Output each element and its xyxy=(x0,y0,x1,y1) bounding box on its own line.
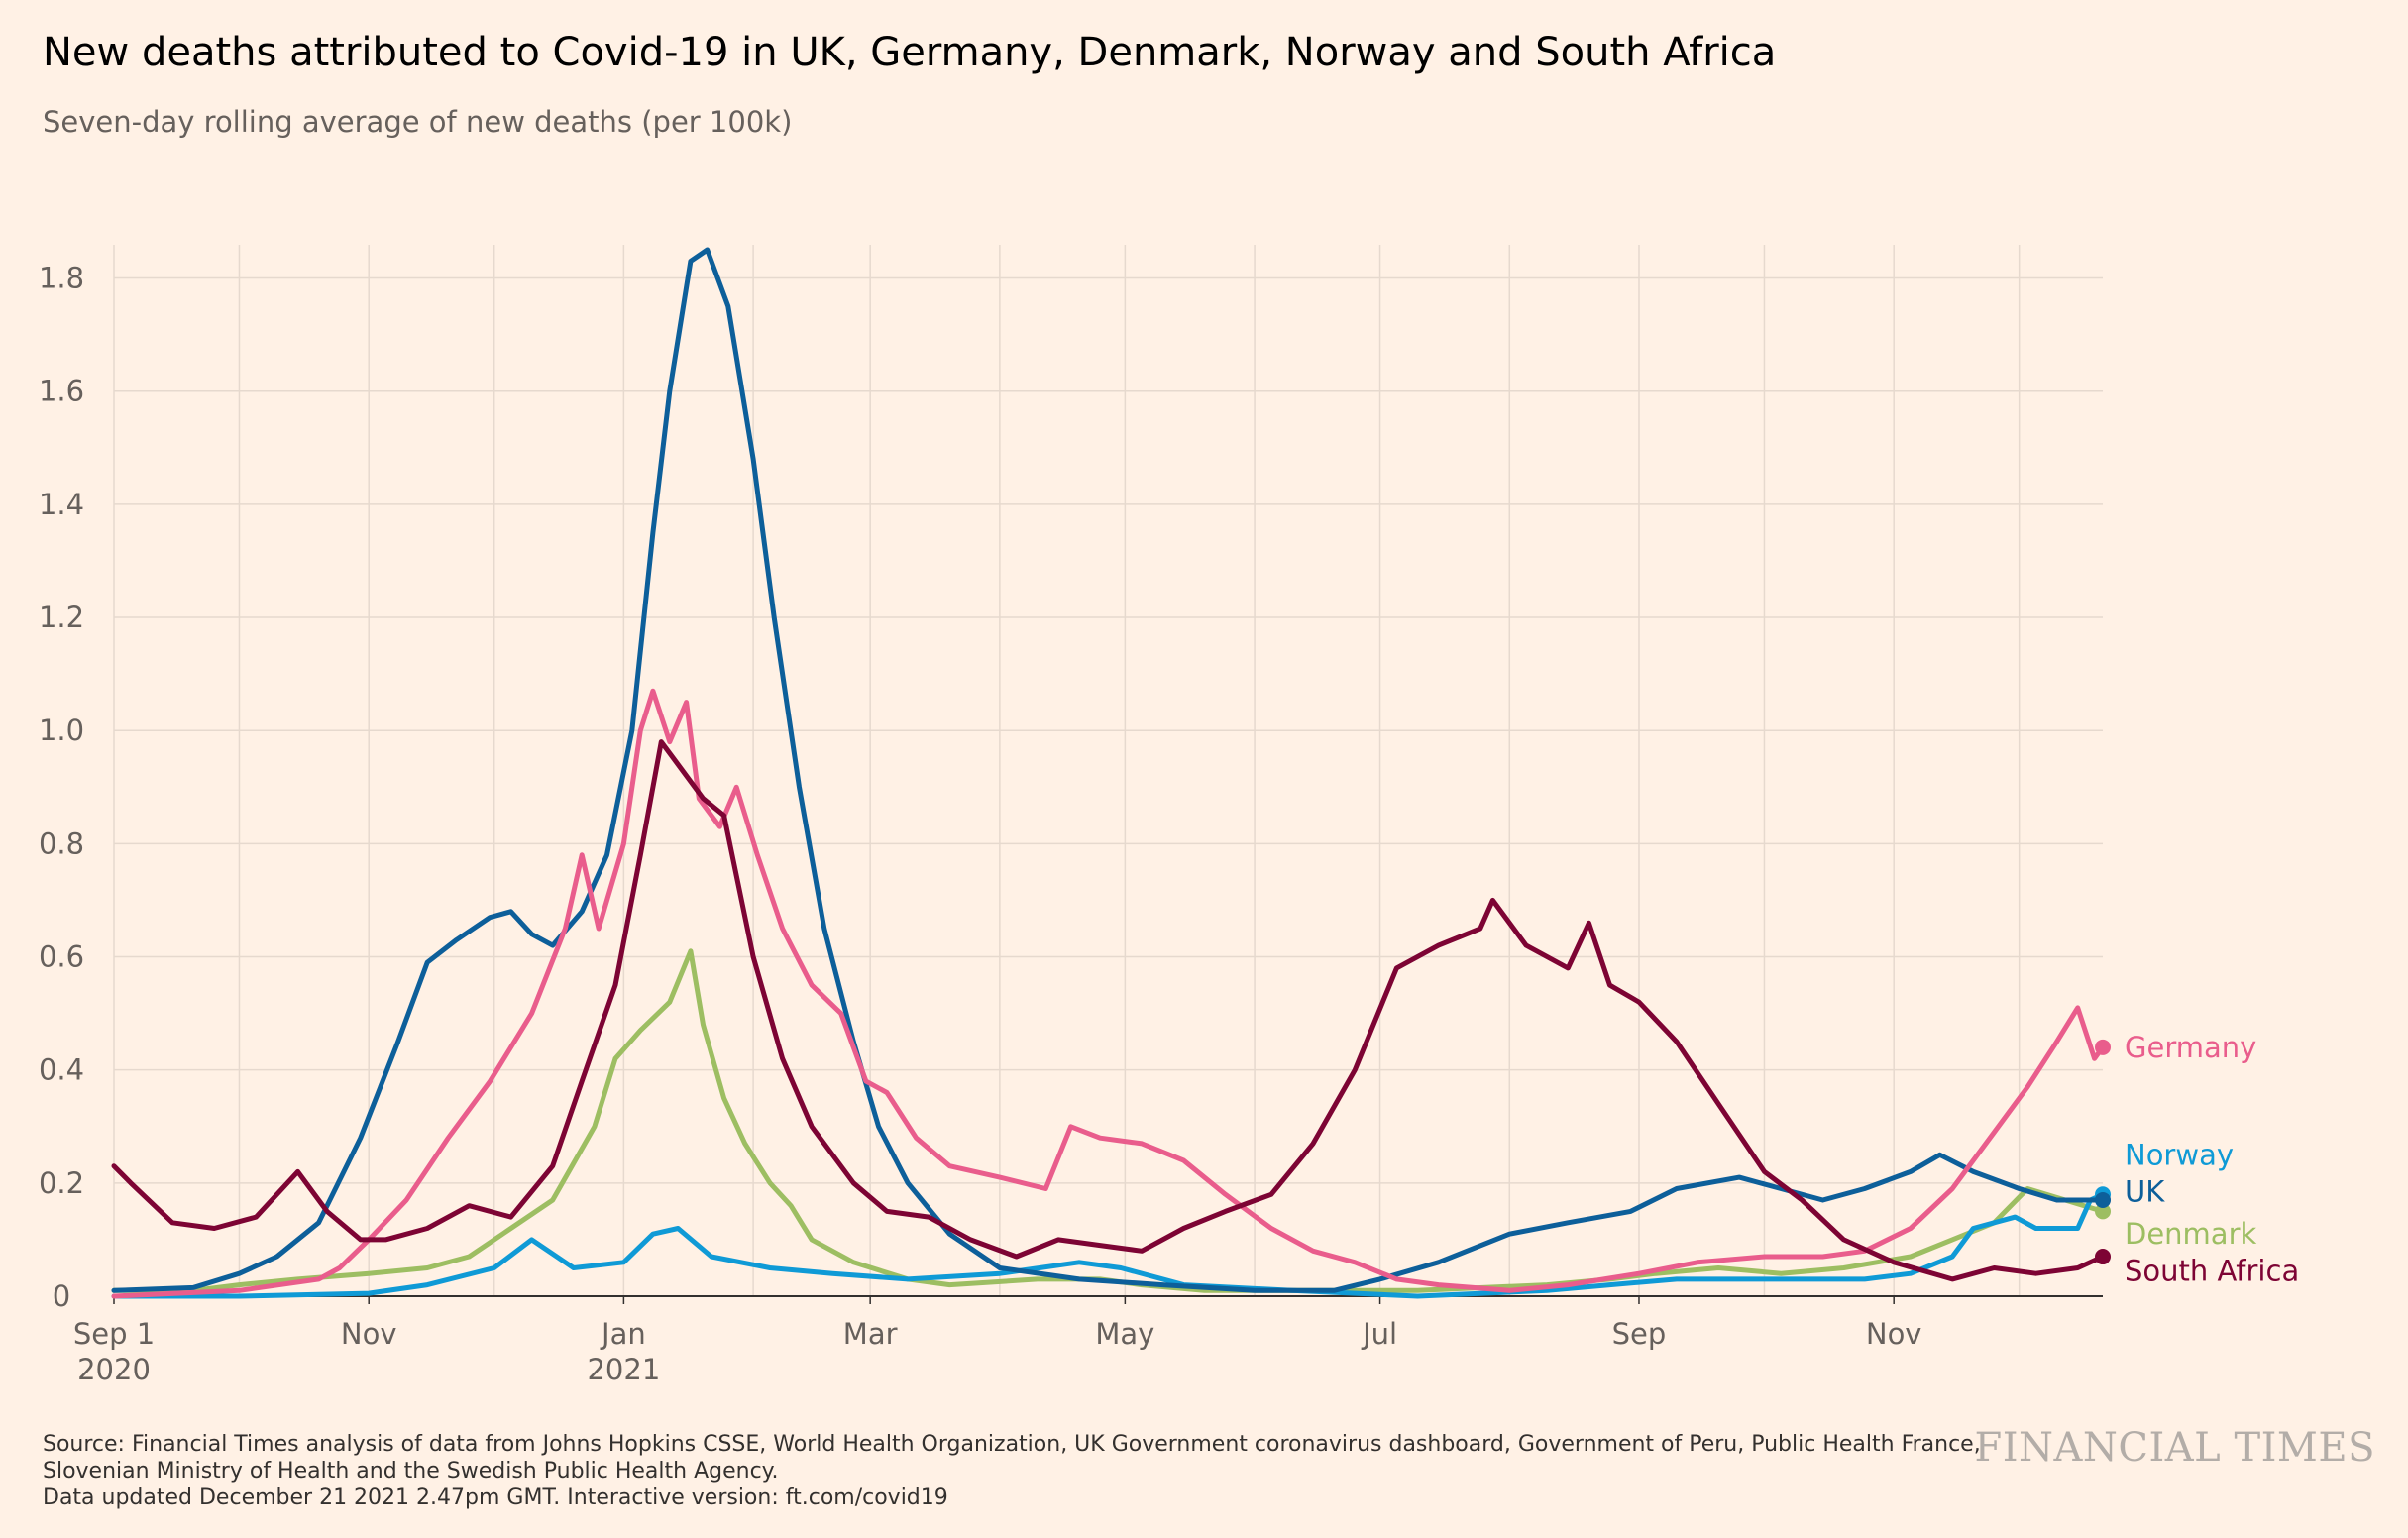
y-tick-label: 0 xyxy=(53,1279,70,1313)
x-tick-year-label: 2021 xyxy=(587,1353,660,1386)
y-tick-label: 1.8 xyxy=(39,262,84,295)
chart-subtitle: Seven-day rolling average of new deaths … xyxy=(43,105,793,139)
end-label-norway: Norway xyxy=(2125,1138,2234,1171)
x-tick-label: Sep xyxy=(1612,1317,1667,1351)
y-tick-label: 0.4 xyxy=(39,1053,84,1087)
y-tick-label: 1.6 xyxy=(39,375,84,408)
end-dot-south-africa xyxy=(2095,1249,2111,1265)
y-tick-label: 1.4 xyxy=(39,488,84,521)
x-tick-label: Jan xyxy=(600,1317,646,1351)
series-line-germany xyxy=(111,688,2106,1299)
end-dot-denmark xyxy=(2095,1203,2111,1220)
x-tick-label: Nov xyxy=(341,1317,397,1351)
x-tick-label: May xyxy=(1095,1317,1154,1351)
end-dot-uk xyxy=(2095,1191,2111,1208)
footer: Source: Financial Times analysis of data… xyxy=(43,1431,1981,1511)
data-updated-note: Data updated December 21 2021 2.47pm GMT… xyxy=(43,1485,948,1510)
series-line-norway xyxy=(111,1191,2106,1299)
y-tick-label: 0.8 xyxy=(39,826,84,860)
series-line-denmark xyxy=(111,948,2106,1293)
y-tick-label: 1.2 xyxy=(39,601,84,634)
x-tick-label: Mar xyxy=(843,1317,898,1351)
y-tick-label: 1.0 xyxy=(39,714,84,747)
y-tick-label: 0.2 xyxy=(39,1166,84,1200)
source-note-line-1: Source: Financial Times analysis of data… xyxy=(43,1432,1981,1457)
chart-title: New deaths attributed to Covid-19 in UK,… xyxy=(43,30,1777,75)
end-dot-germany xyxy=(2095,1039,2111,1055)
x-tick-label: Nov xyxy=(1866,1317,1922,1351)
x-tick-label: Jul xyxy=(1361,1317,1397,1351)
source-note-line-2: Slovenian Ministry of Health and the Swe… xyxy=(43,1459,779,1483)
series-line-uk xyxy=(111,247,2106,1293)
x-tick-label: Sep 1 xyxy=(73,1317,155,1351)
end-label-germany: Germany xyxy=(2125,1031,2256,1064)
end-label-south-africa: South Africa xyxy=(2125,1254,2299,1287)
y-tick-label: 0.6 xyxy=(39,940,84,974)
x-tick-year-label: 2020 xyxy=(77,1353,151,1386)
end-label-uk: UK xyxy=(2125,1174,2165,1208)
series-line-south-africa xyxy=(111,739,2106,1282)
end-label-denmark: Denmark xyxy=(2125,1217,2256,1251)
ft-logo: FINANCIAL TIMES xyxy=(1974,1425,2375,1471)
